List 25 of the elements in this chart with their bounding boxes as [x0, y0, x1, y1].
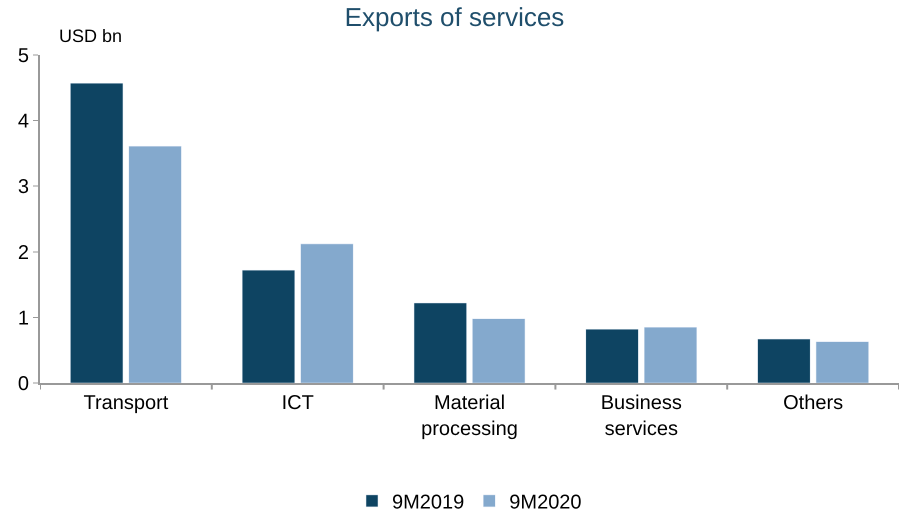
bar — [757, 338, 810, 383]
x-tick-label: Transport — [83, 392, 169, 414]
legend-label: 9M2019 — [392, 492, 464, 514]
y-tick-label: 4 — [18, 110, 29, 133]
bar — [414, 302, 467, 383]
bar — [300, 244, 354, 383]
bar — [816, 341, 869, 383]
x-tick-label: Material processing — [421, 392, 518, 440]
y-tick-label: 1 — [18, 307, 29, 330]
x-tick-label: Business services — [600, 392, 682, 440]
y-tick-label: 3 — [18, 176, 29, 198]
y-tick-label: 0 — [18, 373, 29, 395]
bar — [586, 328, 639, 383]
text: USD bn — [59, 26, 122, 46]
x-tick-label: ICT — [282, 392, 314, 414]
x-tick-label: Others — [783, 392, 844, 414]
chart-title: Exports of services — [344, 2, 564, 32]
y-tick-label: 5 — [18, 45, 29, 67]
bar — [472, 318, 526, 383]
y-tick-label: 2 — [18, 242, 29, 264]
bar — [644, 326, 698, 383]
bar — [242, 270, 296, 383]
legend-label: 9M2020 — [509, 492, 582, 514]
bar — [70, 82, 124, 383]
bar — [128, 146, 182, 383]
